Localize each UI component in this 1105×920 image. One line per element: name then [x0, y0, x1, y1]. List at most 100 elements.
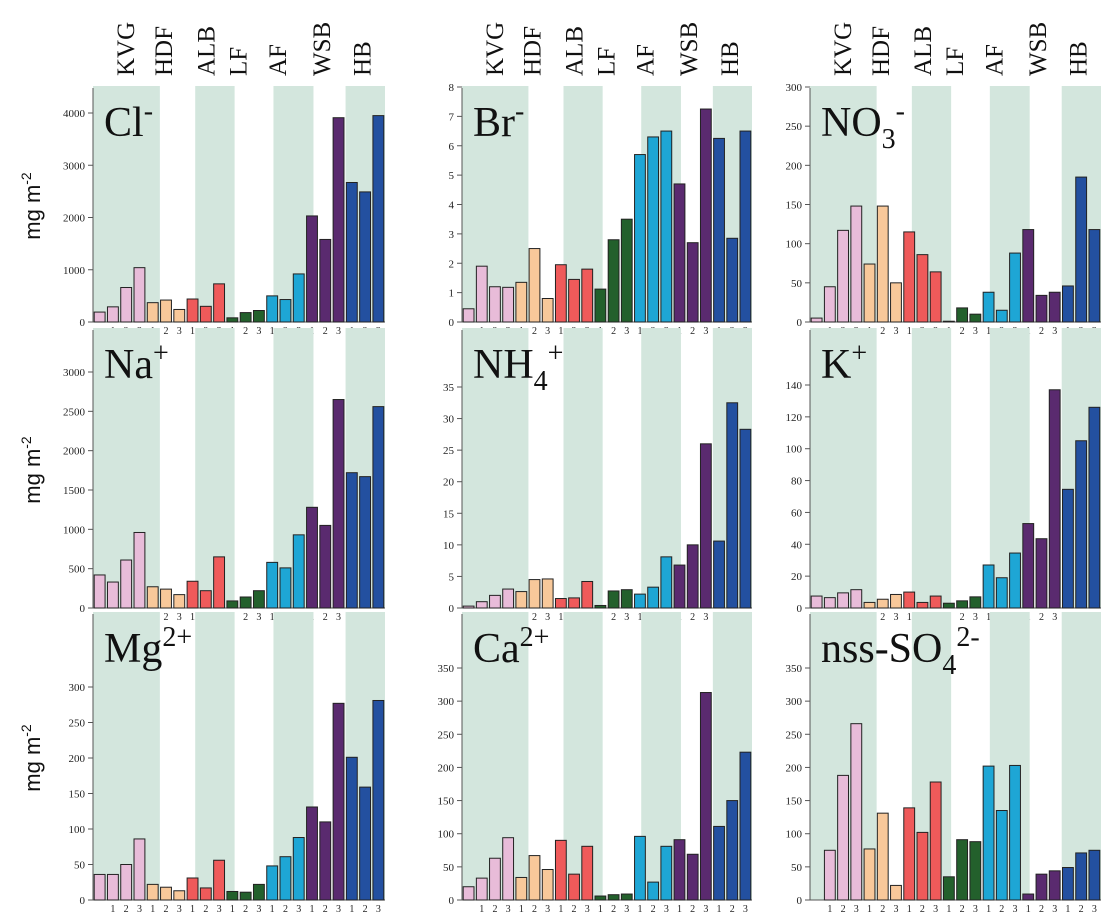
x-tick-label: 2 — [283, 904, 288, 915]
bar-hb-2 — [359, 786, 372, 901]
bar-af-3 — [292, 837, 305, 901]
panel-title: Ca2+ — [473, 622, 549, 672]
x-tick-label: 3 — [1013, 904, 1018, 915]
x-tick-label: 2 — [960, 904, 965, 915]
chart-panel-nh4-: 05101520253035123123123123123123123NH4+ — [443, 328, 752, 623]
bar-af-2 — [279, 299, 292, 323]
bar-hb-2 — [359, 476, 372, 609]
y-tick-label: 50 — [443, 862, 455, 874]
site-label-af: AF — [265, 44, 292, 76]
x-tick-label: 1 — [190, 612, 195, 623]
bar-af-2 — [279, 567, 292, 609]
bar-kvg-2 — [106, 306, 119, 323]
bar-wsb-3 — [1048, 389, 1061, 609]
y-tick-label: 150 — [438, 796, 455, 808]
bar-alb-2 — [199, 887, 212, 901]
bar-af-3 — [292, 273, 305, 323]
x-tick-label: 1 — [270, 904, 275, 915]
bar-kvg-1 — [810, 317, 823, 323]
x-tick-label: 3 — [506, 904, 511, 915]
x-tick-label: 2 — [690, 612, 695, 623]
x-tick-label: 1 — [907, 326, 912, 337]
bar-alb-2 — [916, 601, 929, 609]
y-tick-label: 3 — [449, 229, 455, 241]
x-tick-label: 3 — [336, 326, 341, 337]
bar-kvg-2 — [823, 286, 836, 323]
bar-lf-3 — [252, 310, 265, 323]
x-tick-label: 3 — [545, 904, 550, 915]
bar-kvg-2 — [823, 597, 836, 609]
site-band — [195, 86, 235, 322]
y-tick-label: 100 — [786, 829, 803, 841]
y-tick-label: 250 — [438, 729, 455, 741]
y-tick-label: 200 — [786, 762, 803, 774]
x-tick-label: 2 — [124, 904, 129, 915]
chart-panel-no3-: 050100150200250300123123123123123123123N… — [786, 82, 1101, 337]
x-tick-label: 1 — [519, 904, 524, 915]
bar-hdf-1 — [146, 883, 159, 901]
x-tick-label: 1 — [190, 326, 195, 337]
bar-wsb-2 — [686, 544, 699, 609]
x-tick-label: 1 — [827, 904, 832, 915]
y-tick-label: 250 — [786, 729, 803, 741]
x-tick-label: 1 — [349, 904, 354, 915]
bar-af-2 — [995, 577, 1008, 609]
x-tick-label: 1 — [558, 612, 563, 623]
chart-panel-cl-: 01000200030004000123123123123123123123Cl… — [63, 86, 385, 337]
bar-wsb-3 — [332, 702, 345, 901]
x-tick-label: 1 — [190, 904, 195, 915]
y-tick-label: 7 — [449, 111, 455, 123]
x-tick-label: 2 — [611, 612, 616, 623]
site-band — [93, 612, 160, 900]
x-tick-label: 1 — [986, 904, 991, 915]
bar-hb-3 — [739, 428, 752, 609]
bar-lf-2 — [607, 590, 620, 609]
bar-kvg-3 — [489, 594, 501, 609]
x-tick-label: 1 — [598, 904, 603, 915]
x-tick-label: 2 — [1039, 612, 1044, 623]
bar-alb-1 — [554, 598, 567, 609]
x-tick-label: 1 — [558, 904, 563, 915]
bar-kvg-2 — [475, 601, 488, 609]
bar-hb-2 — [726, 402, 739, 609]
x-tick-label: 1 — [677, 904, 682, 915]
y-tick-label: 3000 — [63, 367, 86, 379]
bar-kvg-3 — [120, 287, 133, 323]
x-tick-label: 3 — [217, 904, 222, 915]
bar-kvg-4 — [502, 837, 515, 901]
chart-panel-k-: 020406080100120140123123123123123123123K… — [786, 328, 1101, 623]
bar-hdf-2 — [528, 579, 541, 609]
x-tick-label: 3 — [664, 904, 669, 915]
bar-alb-2 — [199, 590, 212, 609]
x-tick-label: 2 — [880, 612, 885, 623]
y-tick-label: 250 — [69, 718, 86, 730]
x-tick-label: 3 — [854, 904, 859, 915]
bar-hb-2 — [726, 237, 739, 323]
bar-af-1 — [982, 564, 995, 609]
bar-wsb-2 — [1035, 873, 1048, 901]
y-tick-label: 60 — [791, 507, 803, 519]
bar-kvg-3 — [489, 857, 501, 901]
x-tick-label: 1 — [1026, 904, 1031, 915]
panel-title: NO3- — [821, 96, 905, 155]
site-label-lf: LF — [594, 47, 621, 76]
bar-hdf-2 — [160, 299, 172, 323]
x-tick-label: 2 — [690, 326, 695, 337]
x-tick-label: 3 — [296, 904, 301, 915]
bar-hdf-3 — [541, 869, 554, 901]
x-tick-label: 1 — [907, 904, 912, 915]
bar-lf-2 — [239, 891, 252, 901]
bar-alb-2 — [199, 305, 212, 323]
x-tick-label: 1 — [150, 904, 155, 915]
x-tick-label: 3 — [703, 326, 708, 337]
bar-hb-3 — [372, 406, 385, 609]
x-tick-label: 3 — [703, 904, 708, 915]
bar-hdf-2 — [528, 855, 541, 901]
bar-wsb-1 — [306, 806, 318, 901]
y-tick-label: 2000 — [63, 446, 86, 458]
bar-wsb-1 — [1022, 229, 1035, 323]
bar-wsb-1 — [673, 839, 686, 901]
bar-hb-1 — [1062, 285, 1074, 323]
bar-alb-3 — [213, 859, 226, 901]
x-tick-label: 1 — [270, 612, 275, 623]
